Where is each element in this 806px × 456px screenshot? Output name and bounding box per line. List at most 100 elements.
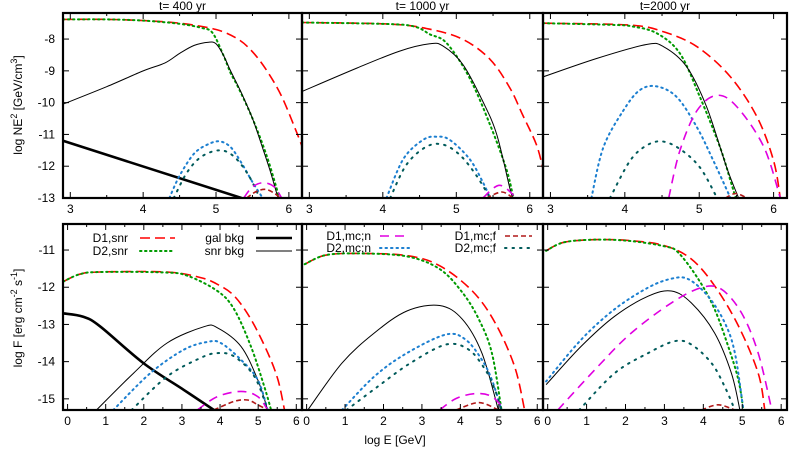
- series-d1-mc-n: [557, 285, 773, 410]
- x-tick-label: 0: [303, 414, 310, 428]
- x-tick-label: 6: [770, 202, 777, 216]
- series-d1-snr: [63, 18, 302, 149]
- x-tick-label: 4: [621, 202, 628, 216]
- panel-title: t=2000 yr: [640, 0, 690, 13]
- series-snr-bkg: [543, 42, 740, 198]
- series-d2-mc-n: [341, 332, 503, 410]
- legend-label: D1,mc;f: [455, 229, 497, 243]
- y-axis-label-top: log NE2 [GeV/cm3]: [9, 55, 25, 154]
- panel-4: 0 1 2 3 4 5 6 -11 -12 -13 -14 -15: [38, 222, 304, 428]
- series-snr-bkg: [63, 41, 279, 198]
- y-tick-label: -15: [38, 392, 56, 406]
- series-d2-mc-f: [130, 351, 269, 410]
- series-d1-mc-f: [486, 191, 514, 198]
- series-d1-mc-n: [196, 390, 269, 410]
- ticks: [543, 13, 787, 199]
- series-d1-mc-f: [701, 403, 736, 410]
- plot-area: [545, 238, 773, 410]
- y-tick-label: -13: [38, 317, 56, 331]
- series-d1-mc-n: [439, 392, 506, 410]
- series-snr-bkg: [545, 290, 741, 410]
- series-gal-bkg: [63, 139, 242, 198]
- x-tick-label: 5: [495, 414, 502, 428]
- legend-label: snr bkg: [205, 244, 244, 258]
- series-d2-snr: [543, 22, 737, 198]
- x-tick-label: 6: [534, 414, 541, 428]
- x-tick-label: 0: [544, 414, 551, 428]
- legend-label: D2,mc;n: [326, 241, 371, 255]
- x-tick-label: 5: [213, 202, 220, 216]
- y-tick-label: -8: [44, 32, 55, 46]
- legend-label: gal bkg: [205, 231, 244, 245]
- panel-frame: [541, 11, 789, 200]
- panel-3: 3 4 5 6 t=2000 yr: [541, 0, 789, 216]
- panel-frame: [61, 11, 304, 200]
- x-tick-label: 6: [778, 414, 785, 428]
- series-gal-bkg: [63, 312, 215, 410]
- legend-label: D1,mc;n: [326, 229, 371, 243]
- x-tick-label: 3: [419, 414, 426, 428]
- series-d2-mc-n: [112, 339, 269, 410]
- series-d2-mc-f: [172, 149, 261, 198]
- x-tick-label: 3: [547, 202, 554, 216]
- y-tick-label: -12: [38, 280, 56, 294]
- x-tick-label: 1: [102, 414, 109, 428]
- x-tick-label: 5: [696, 202, 703, 216]
- panel-1: 3 4 5 6 -8 -9 -10 -11 -12 -13 t= 400 yr: [38, 0, 304, 216]
- series-d1-snr: [63, 270, 286, 410]
- series-d2-mc-f: [389, 142, 492, 198]
- legend: D1,mc;nD2,mc;n D1,mc;fD2,mc;f: [326, 229, 533, 255]
- x-tick-label: 3: [179, 414, 186, 428]
- x-tick-label: 3: [306, 202, 313, 216]
- x-tick-label: 6: [293, 414, 300, 428]
- x-tick-label: 2: [140, 414, 147, 428]
- panel-2: 3 4 5 6 t= 1000 yr: [300, 0, 545, 216]
- series-d1-mc-n: [667, 94, 782, 198]
- x-tick-label: 3: [661, 414, 668, 428]
- series-snr-bkg: [307, 304, 499, 410]
- legend-label: D1,snr: [93, 231, 128, 245]
- series-d2-mc-n: [168, 140, 264, 198]
- panel-frame: [541, 222, 789, 412]
- x-tick-label: 5: [453, 202, 460, 216]
- series-d2-mc-f: [578, 339, 736, 410]
- series-d2-snr: [303, 252, 503, 410]
- series-d1-mc-f: [455, 401, 499, 410]
- panel-6: 0 1 2 3 4 5 6: [541, 222, 789, 428]
- x-tick-label: 4: [217, 414, 224, 428]
- x-tick-label: 4: [379, 202, 386, 216]
- y-tick-label: -13: [38, 191, 56, 205]
- y-tick-label: -12: [38, 159, 56, 173]
- series-d1-snr: [543, 22, 782, 198]
- x-tick-label: 6: [526, 202, 533, 216]
- x-tick-label: 2: [380, 414, 387, 428]
- x-tick-label: 5: [255, 414, 262, 428]
- panel-title: t= 1000 yr: [396, 0, 450, 13]
- series-d2-mc-f: [609, 140, 719, 198]
- panel-title: t= 400 yr: [159, 0, 206, 13]
- series-snr-bkg: [96, 324, 269, 410]
- x-tick-label: 5: [739, 414, 746, 428]
- series-d2-snr: [63, 270, 273, 410]
- series-d1-mc-f: [724, 192, 748, 198]
- y-tick-label: -11: [39, 243, 56, 257]
- series-d2-mc-n: [545, 276, 745, 410]
- x-tick-label: 6: [286, 202, 293, 216]
- plot-area: [63, 18, 302, 198]
- series-d2-mc-n: [590, 84, 732, 198]
- y-tick-label: -14: [38, 355, 56, 369]
- x-tick-label: 4: [457, 414, 464, 428]
- x-tick-label: 3: [67, 202, 74, 216]
- series-d2-snr: [302, 21, 517, 198]
- series-d2-snr: [545, 238, 745, 410]
- x-tick-label: 1: [583, 414, 590, 428]
- ticks: [63, 13, 302, 199]
- x-tick-label: 4: [140, 202, 147, 216]
- legend-label: D2,snr: [93, 244, 128, 258]
- series-snr-bkg: [302, 42, 514, 198]
- y-axis-label-bottom: log F [erg cm-2 s-1]: [9, 269, 25, 368]
- x-tick-label: 4: [700, 414, 707, 428]
- y-tick-label: -10: [38, 96, 56, 110]
- series-d1-snr: [302, 21, 543, 170]
